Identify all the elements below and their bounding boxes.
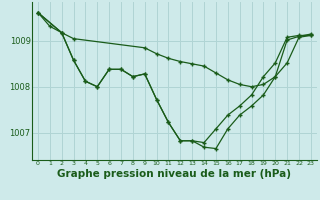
X-axis label: Graphe pression niveau de la mer (hPa): Graphe pression niveau de la mer (hPa) [57,169,292,179]
